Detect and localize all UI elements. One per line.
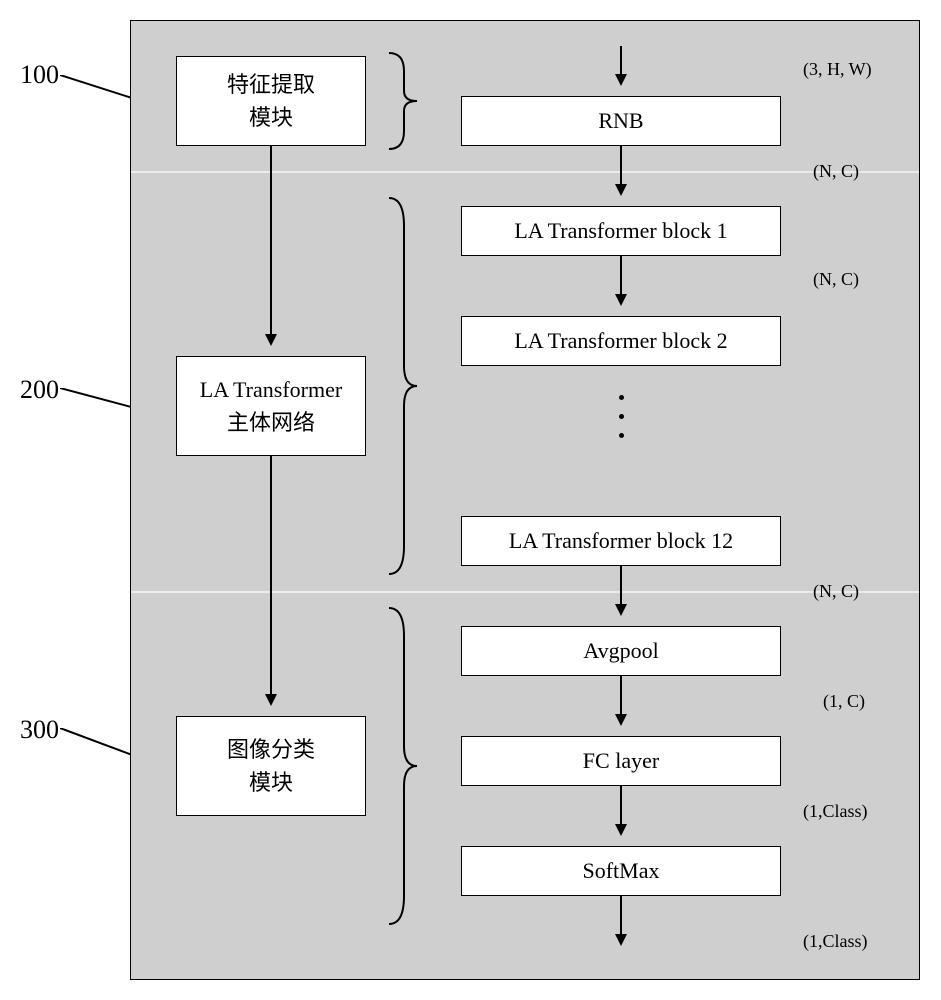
dim-6: (1,Class): [803, 931, 868, 952]
label-100: 100: [20, 60, 59, 90]
dim-0: (3, H, W): [803, 59, 872, 80]
main-line2: 主体网络: [227, 406, 315, 439]
arrow-r1: [620, 146, 622, 194]
arrow-in: [620, 46, 622, 84]
arrow-left-2: [270, 456, 272, 704]
arrow-out: [620, 896, 622, 944]
ellipsis-dots: [618, 381, 624, 452]
dim-1: (N, C): [813, 161, 859, 182]
feat-line2: 模块: [249, 101, 293, 134]
section-divider-2: [131, 591, 919, 593]
label-200: 200: [20, 375, 59, 405]
main-line1: LA Transformer: [200, 373, 342, 406]
arrow-left-1: [270, 146, 272, 344]
box-fc: FC layer: [461, 736, 781, 786]
dim-3: (N, C): [813, 581, 859, 602]
arrow-r3: [620, 566, 622, 614]
box-image-classify: 图像分类 模块: [176, 716, 366, 816]
dim-2: (N, C): [813, 269, 859, 290]
box-block2: LA Transformer block 2: [461, 316, 781, 366]
box-la-transformer-main: LA Transformer 主体网络: [176, 356, 366, 456]
feat-line1: 特征提取: [227, 68, 315, 101]
dim-4: (1, C): [823, 691, 865, 712]
brace-1: [379, 51, 419, 151]
box-rnb: RNB: [461, 96, 781, 146]
dim-5: (1,Class): [803, 801, 868, 822]
cls-line2: 模块: [249, 766, 293, 799]
box-avgpool: Avgpool: [461, 626, 781, 676]
label-300: 300: [20, 715, 59, 745]
box-block12: LA Transformer block 12: [461, 516, 781, 566]
section-divider-1: [131, 171, 919, 173]
arrow-r5: [620, 786, 622, 834]
brace-3: [379, 606, 419, 926]
box-block1: LA Transformer block 1: [461, 206, 781, 256]
brace-2: [379, 196, 419, 576]
box-softmax: SoftMax: [461, 846, 781, 896]
box-feature-extract: 特征提取 模块: [176, 56, 366, 146]
cls-line1: 图像分类: [227, 733, 315, 766]
diagram-canvas: 特征提取 模块 LA Transformer 主体网络 图像分类 模块 RNB …: [130, 20, 920, 980]
arrow-r4: [620, 676, 622, 724]
arrow-r2: [620, 256, 622, 304]
